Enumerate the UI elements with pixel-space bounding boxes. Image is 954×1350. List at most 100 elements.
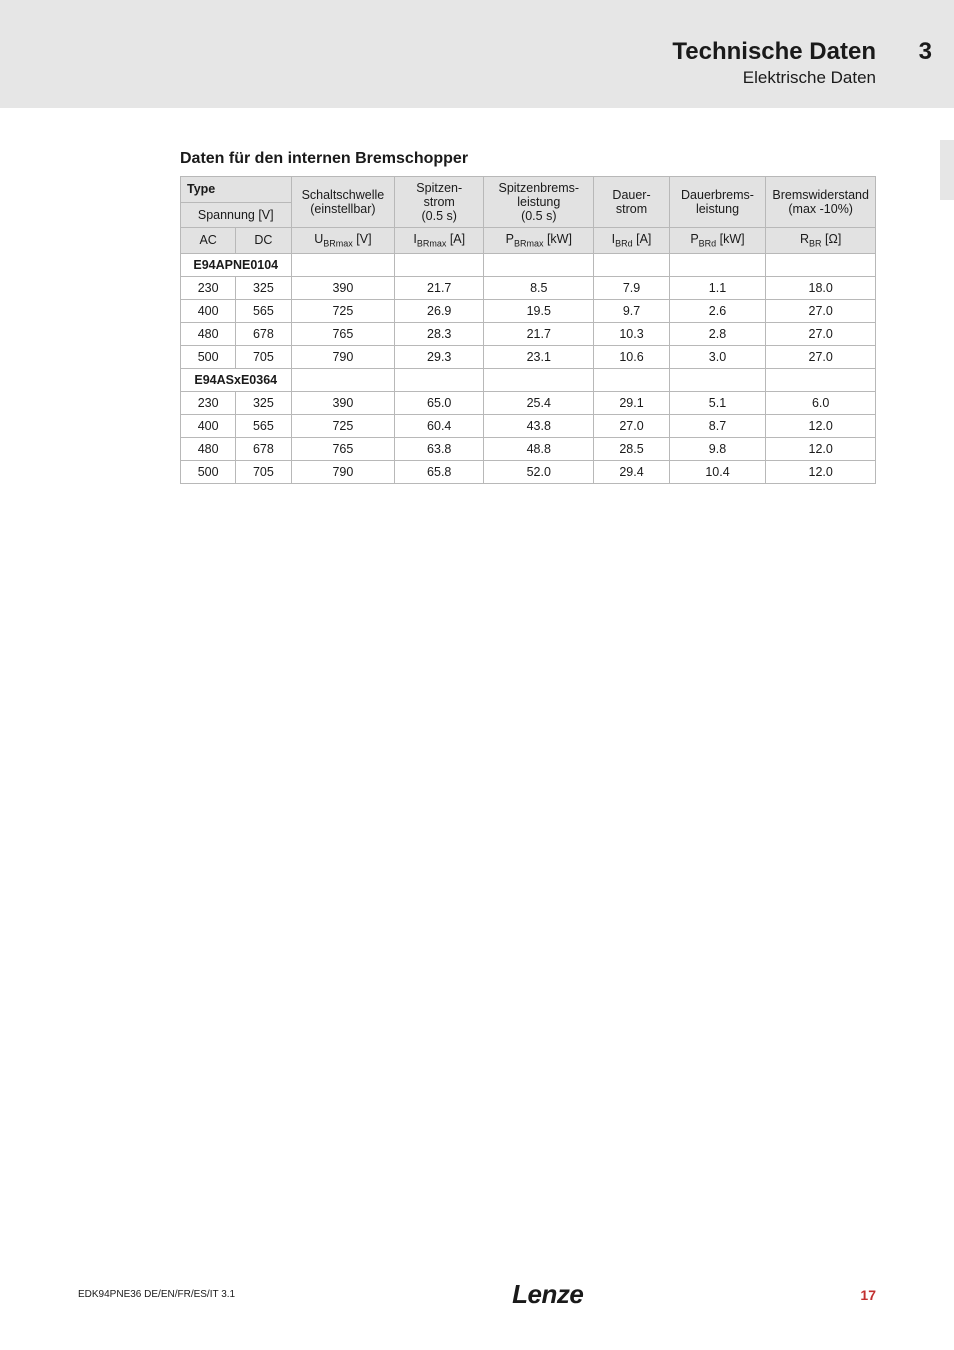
cell-r: 18.0 <box>766 276 876 299</box>
text: Dauerbrems- <box>681 188 754 202</box>
cell-dc: 325 <box>236 391 291 414</box>
col-spitzenstrom: Spitzen- strom (0.5 s) <box>395 177 484 228</box>
cell-pmax: 48.8 <box>484 437 594 460</box>
text: leistung <box>517 195 560 209</box>
cell-dc: 678 <box>236 322 291 345</box>
text: Spitzenbrems- <box>498 181 579 195</box>
cell-id: 10.6 <box>594 345 669 368</box>
col-ubrmax: UBRmax [V] <box>291 228 395 254</box>
col-type: Type <box>181 177 292 203</box>
cell-ac: 480 <box>181 322 236 345</box>
text: Dauer- <box>612 188 650 202</box>
text: (max -10%) <box>788 202 853 216</box>
cell-dc: 678 <box>236 437 291 460</box>
cell-id: 29.1 <box>594 391 669 414</box>
col-pbrmax: PBRmax [kW] <box>484 228 594 254</box>
col-pbrd: PBRd [kW] <box>669 228 766 254</box>
table-row: 50070579029.323.110.63.027.0 <box>181 345 876 368</box>
col-spitzenbrems: Spitzenbrems- leistung (0.5 s) <box>484 177 594 228</box>
header-title: Technische Daten <box>672 38 876 66</box>
text: (einstellbar) <box>310 202 375 216</box>
table-row: 23032539065.025.429.15.16.0 <box>181 391 876 414</box>
blank-cell <box>594 368 669 391</box>
header-text-block: Technische Daten Elektrische Daten <box>672 38 876 88</box>
cell-u: 390 <box>291 391 395 414</box>
text: Bremswiderstand <box>772 188 869 202</box>
cell-r: 27.0 <box>766 322 876 345</box>
page-footer: EDK94PNE36 DE/EN/FR/ES/IT 3.1 Lenze 17 <box>0 1279 954 1310</box>
table-body: E94APNE010423032539021.78.57.91.118.0400… <box>181 253 876 483</box>
cell-pd: 2.8 <box>669 322 766 345</box>
page-header: Technische Daten Elektrische Daten 3 <box>0 0 954 108</box>
cell-u: 790 <box>291 460 395 483</box>
cell-dc: 565 <box>236 414 291 437</box>
cell-imax: 63.8 <box>395 437 484 460</box>
blank-cell <box>766 253 876 276</box>
cell-ac: 400 <box>181 299 236 322</box>
blank-cell <box>291 253 395 276</box>
cell-ac: 480 <box>181 437 236 460</box>
cell-dc: 565 <box>236 299 291 322</box>
table-row: 48067876528.321.710.32.827.0 <box>181 322 876 345</box>
cell-u: 725 <box>291 414 395 437</box>
blank-cell <box>594 253 669 276</box>
side-tab <box>940 140 954 200</box>
cell-pd: 9.8 <box>669 437 766 460</box>
table-row: 50070579065.852.029.410.412.0 <box>181 460 876 483</box>
group-row: E94APNE0104 <box>181 253 876 276</box>
cell-u: 765 <box>291 322 395 345</box>
cell-imax: 65.0 <box>395 391 484 414</box>
footer-page-number: 17 <box>860 1287 876 1303</box>
cell-r: 12.0 <box>766 414 876 437</box>
chapter-number: 3 <box>919 38 932 66</box>
cell-ac: 500 <box>181 345 236 368</box>
content-area: Daten für den internen Bremschopper Type… <box>0 108 954 484</box>
group-name: E94ASxE0364 <box>181 368 292 391</box>
cell-imax: 28.3 <box>395 322 484 345</box>
col-ac: AC <box>181 228 236 254</box>
cell-pd: 10.4 <box>669 460 766 483</box>
blank-cell <box>766 368 876 391</box>
cell-id: 9.7 <box>594 299 669 322</box>
blank-cell <box>484 253 594 276</box>
group-row: E94ASxE0364 <box>181 368 876 391</box>
cell-imax: 60.4 <box>395 414 484 437</box>
cell-id: 27.0 <box>594 414 669 437</box>
cell-pmax: 23.1 <box>484 345 594 368</box>
text: leistung <box>696 202 739 216</box>
blank-cell <box>484 368 594 391</box>
table-row: 40056572526.919.59.72.627.0 <box>181 299 876 322</box>
cell-pd: 1.1 <box>669 276 766 299</box>
table-row: 40056572560.443.827.08.712.0 <box>181 414 876 437</box>
text: strom <box>616 202 647 216</box>
blank-cell <box>291 368 395 391</box>
cell-pmax: 43.8 <box>484 414 594 437</box>
cell-r: 12.0 <box>766 460 876 483</box>
cell-dc: 705 <box>236 460 291 483</box>
text: Schaltschwelle <box>302 188 385 202</box>
cell-u: 725 <box>291 299 395 322</box>
cell-r: 27.0 <box>766 299 876 322</box>
cell-imax: 26.9 <box>395 299 484 322</box>
cell-r: 27.0 <box>766 345 876 368</box>
cell-pmax: 21.7 <box>484 322 594 345</box>
cell-id: 29.4 <box>594 460 669 483</box>
cell-pd: 3.0 <box>669 345 766 368</box>
col-ibrd: IBRd [A] <box>594 228 669 254</box>
table-row: 23032539021.78.57.91.118.0 <box>181 276 876 299</box>
cell-id: 7.9 <box>594 276 669 299</box>
cell-u: 390 <box>291 276 395 299</box>
footer-doc-id: EDK94PNE36 DE/EN/FR/ES/IT 3.1 <box>78 1289 235 1300</box>
col-ibrmax: IBRmax [A] <box>395 228 484 254</box>
cell-u: 765 <box>291 437 395 460</box>
cell-ac: 400 <box>181 414 236 437</box>
cell-id: 10.3 <box>594 322 669 345</box>
cell-ac: 230 <box>181 276 236 299</box>
blank-cell <box>669 368 766 391</box>
text: (0.5 s) <box>521 209 556 223</box>
cell-u: 790 <box>291 345 395 368</box>
text: Spitzen- <box>416 181 462 195</box>
group-name: E94APNE0104 <box>181 253 292 276</box>
col-bremswider: Bremswiderstand (max -10%) <box>766 177 876 228</box>
col-spannung: Spannung [V] <box>181 202 292 228</box>
